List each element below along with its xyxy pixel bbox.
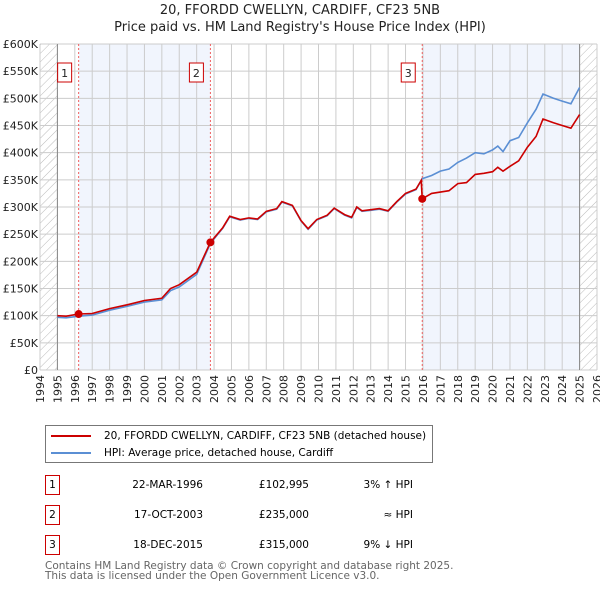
x-tick-label: 2024 [556, 375, 569, 403]
legend-swatch-red [51, 435, 91, 437]
x-tick-label: 1999 [121, 375, 134, 403]
x-tick-label: 1994 [34, 375, 47, 403]
y-tick-label: £500K [3, 92, 39, 105]
legend-label: 20, FFORDD CWELLYN, CARDIFF, CF23 5NB (d… [104, 430, 427, 442]
sale-marker-label: 3 [405, 67, 412, 80]
chart-title: 20, FFORDD CWELLYN, CARDIFF, CF23 5NB [159, 3, 441, 18]
y-tick-label: £300K [3, 201, 39, 214]
x-tick-label: 1997 [86, 375, 99, 403]
hpi-comparison: ≈ HPI [383, 509, 413, 521]
footer-licence: This data is licensed under the Open Gov… [45, 570, 380, 582]
sale-price: £102,995 [258, 479, 309, 491]
price-chart: £0 £50K £100K £150K £200K £250K £300K £350K £400… [3, 38, 600, 403]
sale-marker-box [188, 62, 204, 83]
sale-marker-badge: 1 [45, 475, 60, 495]
y-tick-label: £200K [3, 255, 39, 268]
legend-item-property: 20, FFORDD CWELLYN, CARDIFF, CF23 5NB (d… [46, 428, 426, 444]
y-tick-label: £150K [3, 283, 39, 296]
x-tick-label: 2001 [156, 375, 169, 403]
x-tick-label: 2026 [591, 375, 600, 403]
sale-marker-box [400, 62, 416, 83]
sale-point [74, 310, 83, 319]
x-tick-label: 2014 [382, 375, 395, 403]
hpi-comparison: 3% ↑ HPI [363, 479, 413, 491]
x-tick-label: 2007 [260, 375, 273, 403]
sale-price: £315,000 [258, 539, 309, 551]
x-tick-label: 2019 [469, 375, 482, 403]
legend-swatch-blue [51, 452, 91, 454]
x-tick-label: 2011 [330, 375, 343, 403]
legend-item-hpi: HPI: Average price, detached house, Card… [46, 445, 333, 461]
y-tick-label: £450K [3, 120, 39, 133]
legend-label: HPI: Average price, detached house, Card… [104, 447, 334, 459]
y-tick-label: £0 [24, 364, 38, 377]
x-tick-label: 2023 [539, 375, 552, 403]
x-tick-label: 2016 [417, 375, 430, 403]
x-tick-label: 2010 [313, 375, 326, 403]
y-tick-label: £550K [3, 65, 39, 78]
sale-date: 22-MAR-1996 [132, 479, 203, 491]
x-tick-label: 2012 [347, 375, 360, 403]
y-tick-label: £600K [3, 38, 39, 51]
footer: Contains HM Land Registry data © Crown c… [45, 560, 454, 582]
x-tick-label: 2017 [434, 375, 447, 403]
x-tick-label: 2021 [504, 375, 517, 403]
x-tick-label: 2004 [208, 375, 221, 403]
sale-point [206, 238, 215, 247]
x-tick-label: 2005 [225, 375, 238, 403]
x-tick-label: 2008 [278, 375, 291, 403]
legend: 20, FFORDD CWELLYN, CARDIFF, CF23 5NB (d… [45, 425, 433, 463]
table-row: 1 22-MAR-1996 £102,995 3% ↑ HPI [45, 475, 445, 495]
x-tick-label: 2015 [400, 375, 413, 403]
sale-marker-badge: 2 [45, 505, 60, 525]
y-tick-label: £350K [3, 174, 39, 187]
x-tick-label: 2009 [295, 375, 308, 403]
x-tick-label: 2013 [365, 375, 378, 403]
y-tick-label: £250K [3, 228, 39, 241]
x-tick-label: 2000 [138, 375, 151, 403]
x-tick-label: 1996 [69, 375, 82, 403]
sale-marker-badge: 3 [45, 535, 60, 555]
chart-subtitle: Price paid vs. HM Land Registry's House … [114, 20, 486, 35]
property-price-line [57, 114, 581, 318]
sale-date: 18-DEC-2015 [133, 539, 203, 551]
sale-marker-label: 1 [61, 67, 68, 80]
sale-price: £235,000 [258, 509, 309, 521]
x-tick-label: 2025 [574, 375, 587, 403]
x-tick-label: 1995 [51, 375, 64, 403]
sale-point [418, 194, 427, 203]
x-tick-label: 2022 [521, 375, 534, 403]
hpi-comparison: 9% ↓ HPI [363, 539, 413, 551]
x-tick-label: 2003 [191, 375, 204, 403]
x-tick-label: 2002 [173, 375, 186, 403]
x-tick-label: 2006 [243, 375, 256, 403]
table-row: 2 17-OCT-2003 £235,000 ≈ HPI [45, 505, 445, 525]
table-row: 3 18-DEC-2015 £315,000 9% ↓ HPI [45, 535, 445, 555]
footer-copyright: Contains HM Land Registry data © Crown c… [45, 560, 454, 572]
x-tick-label: 1998 [104, 375, 117, 403]
x-tick-label: 2018 [452, 375, 465, 403]
y-tick-label: £50K [10, 337, 39, 350]
sale-marker-label: 2 [193, 67, 200, 80]
sale-marker-box [57, 62, 73, 83]
sale-date: 17-OCT-2003 [134, 509, 203, 521]
y-tick-label: £400K [3, 147, 39, 160]
y-tick-label: £100K [3, 310, 39, 323]
x-tick-label: 2020 [487, 375, 500, 403]
